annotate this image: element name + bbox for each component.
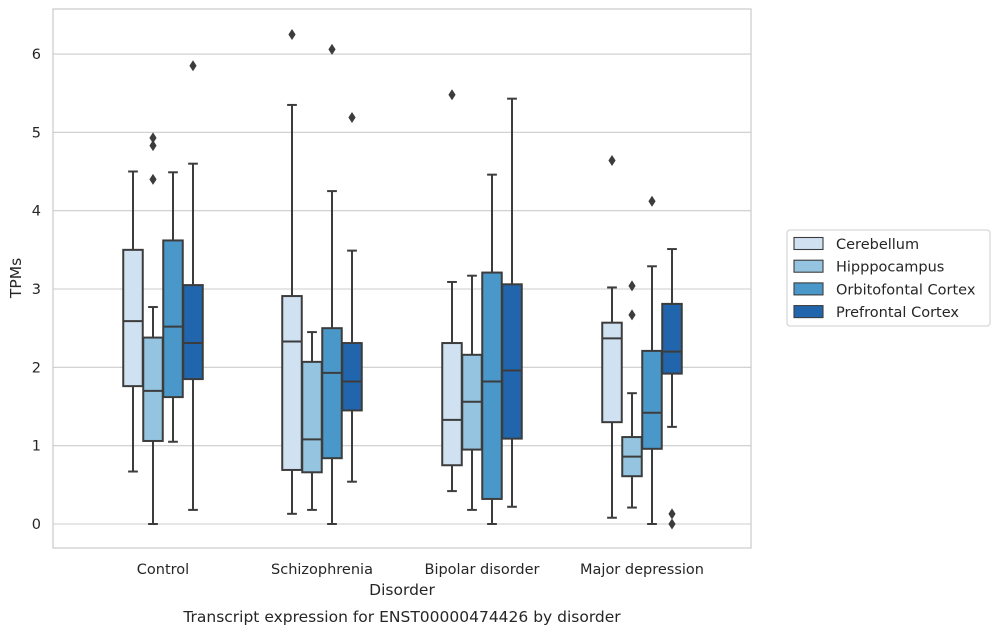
x-tick-label: Major depression xyxy=(580,562,704,578)
box-1-3 xyxy=(621,280,643,509)
box-0-2 xyxy=(441,89,463,493)
outlier-point xyxy=(648,195,656,207)
legend-swatch xyxy=(793,305,824,319)
box-iqr xyxy=(142,336,164,442)
legend-swatch xyxy=(793,236,824,251)
outlier-point xyxy=(628,280,636,292)
box-iqr xyxy=(122,248,144,388)
box-iqr xyxy=(182,284,204,381)
box-iqr xyxy=(321,327,343,460)
box-iqr xyxy=(162,239,184,399)
outlier-point xyxy=(608,155,616,167)
box-2-0 xyxy=(162,171,184,443)
box-0-0 xyxy=(122,170,144,473)
box-iqr xyxy=(341,342,363,412)
box-2-3 xyxy=(641,195,663,525)
legend-label: Cerebellum xyxy=(836,237,919,253)
boxes-layer xyxy=(122,28,683,530)
y-axis-ticks: 0 1 2 3 4 5 6 xyxy=(32,47,41,533)
outlier-point xyxy=(149,132,157,144)
legend-label: Orbitofontal Cortex xyxy=(836,282,976,298)
box-iqr xyxy=(281,295,303,471)
legend-swatch xyxy=(793,282,824,296)
gridlines xyxy=(53,53,751,525)
y-tick-label: 0 xyxy=(32,517,41,533)
outlier-point xyxy=(668,518,676,530)
x-axis-label: Disorder xyxy=(369,581,435,599)
box-3-3 xyxy=(661,248,683,530)
legend-frame xyxy=(786,229,991,327)
box-3-0 xyxy=(182,60,204,511)
y-tick-label: 1 xyxy=(32,439,41,455)
box-1-0 xyxy=(142,132,164,525)
box-iqr xyxy=(301,360,323,474)
box-iqr xyxy=(441,342,463,467)
x-axis-ticks: Control Schizophrenia Bipolar disorder Majo… xyxy=(137,562,704,578)
y-tick-label: 6 xyxy=(32,47,41,63)
y-tick-label: 4 xyxy=(32,204,41,220)
outlier-point xyxy=(149,140,157,152)
y-tick-label: 3 xyxy=(32,282,41,298)
outlier-point xyxy=(149,173,157,185)
outlier-point xyxy=(448,89,456,101)
x-tick-label: Schizophrenia xyxy=(271,562,373,578)
box-iqr xyxy=(641,349,663,450)
plot-frame xyxy=(52,8,752,549)
box-iqr xyxy=(481,271,503,500)
outlier-point xyxy=(189,60,197,72)
box-2-2 xyxy=(481,173,503,525)
legend-item: Orbitofontal Cortex xyxy=(793,282,976,298)
box-1-1 xyxy=(301,331,323,511)
box-3-2 xyxy=(501,97,523,508)
outlier-point xyxy=(328,43,336,55)
y-axis-label: TPMs xyxy=(7,258,25,299)
legend-label: Prefrontal Cortex xyxy=(836,305,959,321)
chart-caption: Transcript expression for ENST0000047442… xyxy=(182,608,621,626)
y-tick-label: 5 xyxy=(32,125,41,141)
box-iqr xyxy=(601,321,623,424)
outlier-point xyxy=(628,309,636,321)
box-0-1 xyxy=(281,28,303,515)
box-0-3 xyxy=(601,155,623,519)
box-iqr xyxy=(661,302,683,375)
outlier-point xyxy=(668,508,676,520)
legend-item: Hipppocampus xyxy=(793,259,944,276)
box-2-1 xyxy=(321,43,343,525)
box-3-1 xyxy=(341,111,363,483)
outlier-point xyxy=(348,111,356,123)
box-1-2 xyxy=(461,274,483,511)
y-tick-label: 2 xyxy=(32,360,41,376)
x-tick-label: Bipolar disorder xyxy=(425,562,540,578)
legend-swatch xyxy=(793,259,824,273)
legend-label: Hipppocampus xyxy=(836,260,944,276)
legend: Cerebellum Hipppocampus Orbitofontal Corte… xyxy=(786,229,991,327)
legend-item: Cerebellum xyxy=(793,236,919,253)
box-iqr xyxy=(501,283,523,440)
legend-item: Prefrontal Cortex xyxy=(793,305,959,321)
x-tick-label: Control xyxy=(137,562,189,578)
outlier-point xyxy=(288,28,296,40)
